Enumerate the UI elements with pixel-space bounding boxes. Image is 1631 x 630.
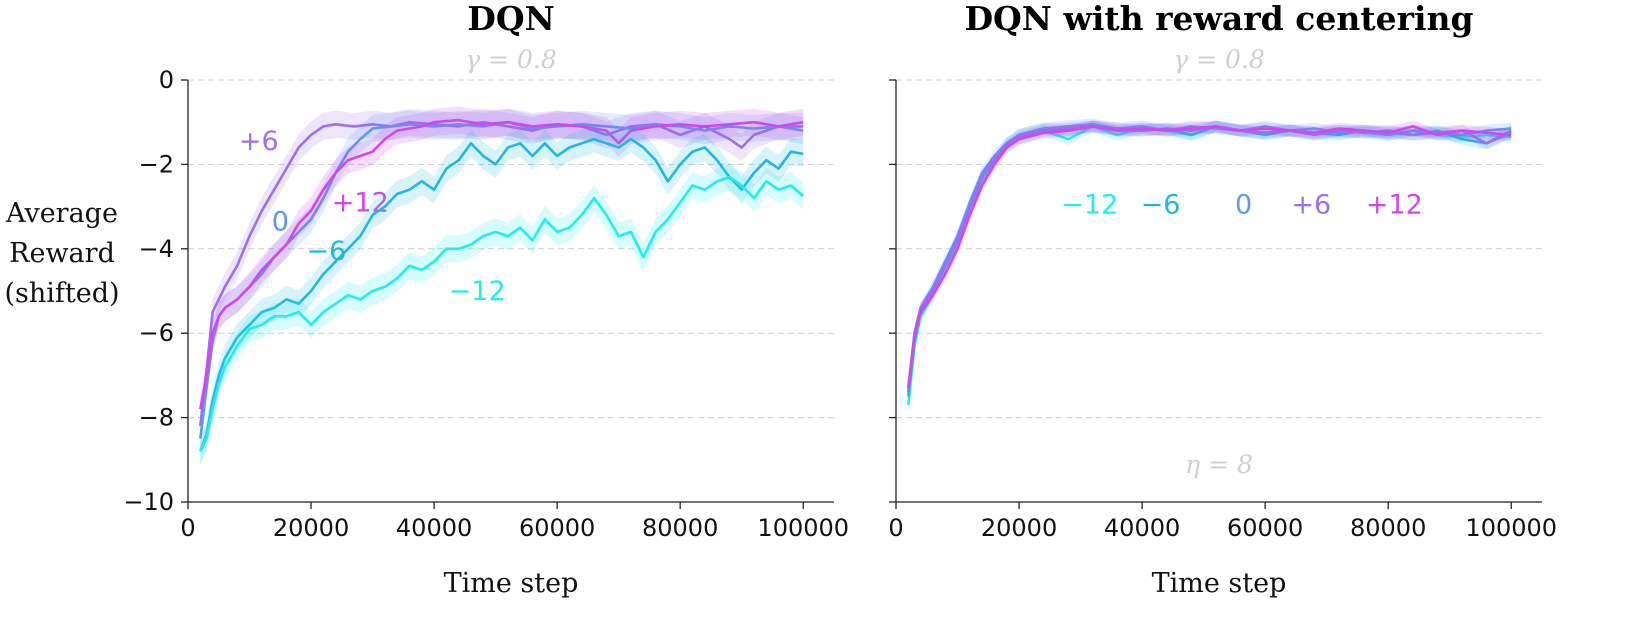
series-band <box>200 108 804 440</box>
series-line <box>199 118 804 410</box>
x-tick-label: 20000 <box>273 514 349 542</box>
x-tick-label: 60000 <box>519 514 595 542</box>
x-tick-label: 100000 <box>757 514 849 542</box>
series-line <box>907 125 1512 389</box>
y-tick-label: −8 <box>139 404 174 432</box>
series-label: −12 <box>449 276 506 307</box>
series-label: +12 <box>1366 189 1423 220</box>
y-tick-label: 0 <box>159 66 174 94</box>
chart-corner-note: η = 8 <box>1185 450 1253 479</box>
y-label-line-1: Average <box>5 198 118 229</box>
x-axis-label: Time step <box>444 568 579 599</box>
y-tick-label: −10 <box>123 488 174 516</box>
series-label: +6 <box>1291 189 1331 220</box>
x-tick-label: 40000 <box>396 514 472 542</box>
y-axis-label: Average Reward (shifted) <box>4 198 119 309</box>
y-label-line-2: Reward <box>9 238 115 269</box>
series-label: 0 <box>1235 189 1252 220</box>
panel-dqn: 0−2−4−6−8−100 20000 40000 60000 80000 100000D… <box>123 0 849 599</box>
series-line <box>907 125 1512 406</box>
series-band <box>908 120 1512 394</box>
x-tick-label: 60000 <box>1227 514 1303 542</box>
y-label-line-3: (shifted) <box>4 278 119 309</box>
series-line <box>199 175 805 452</box>
x-tick-label: 0 <box>180 514 195 542</box>
chart-subtitle: γ = 0.8 <box>465 45 557 74</box>
series-line <box>199 120 804 427</box>
chart-title: DQN with reward centering <box>964 0 1473 38</box>
x-tick-label: 80000 <box>642 514 718 542</box>
series-label: −6 <box>307 236 347 267</box>
series-label: 0 <box>272 206 289 237</box>
series-label: +12 <box>332 187 389 218</box>
panel-dqn-reward-centering: 0 20000 40000 60000 80000 100000 DQN with rewa… <box>888 0 1557 599</box>
y-tick-label: −2 <box>139 150 174 178</box>
series-label: +6 <box>239 126 279 157</box>
series-label: −6 <box>1141 189 1181 220</box>
chart-title: DQN <box>467 0 555 38</box>
x-tick-label: 20000 <box>981 514 1057 542</box>
y-tick-label: −4 <box>139 235 174 263</box>
chart-subtitle: γ = 0.8 <box>1173 45 1265 74</box>
y-tick-label: −6 <box>139 319 174 347</box>
series-line <box>907 125 1512 397</box>
x-tick-label: 80000 <box>1350 514 1426 542</box>
x-tick-label: 100000 <box>1465 514 1557 542</box>
x-tick-label: 0 <box>888 514 903 542</box>
x-tick-label: 40000 <box>1104 514 1180 542</box>
series-label: −12 <box>1061 189 1118 220</box>
x-axis-label: Time step <box>1152 568 1287 599</box>
series-line <box>907 125 1512 389</box>
series-line <box>907 123 1512 393</box>
series-line <box>199 137 804 452</box>
